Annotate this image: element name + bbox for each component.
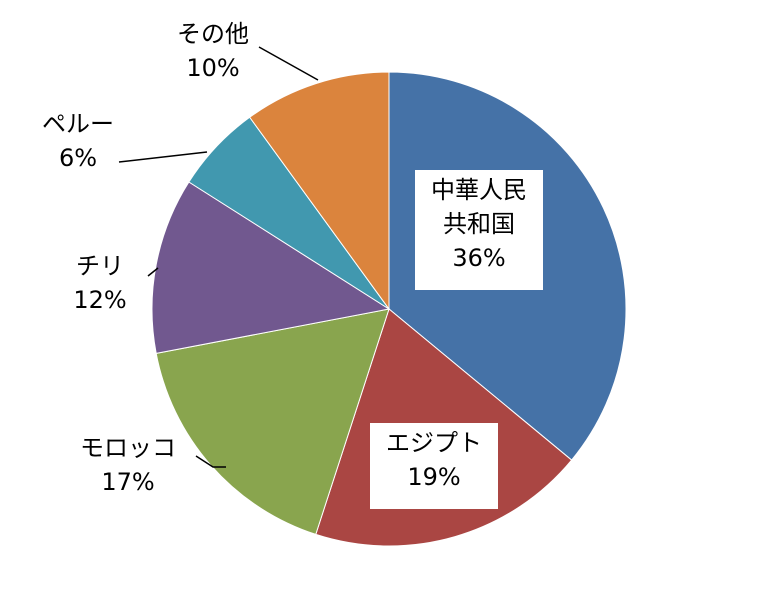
data-label-percent: 19% <box>407 463 460 491</box>
pie-slice-4 <box>151 181 391 354</box>
data-label-category: その他 <box>177 20 249 48</box>
data-label-category: ペルー <box>42 110 114 138</box>
leader-line-6 <box>258 46 319 81</box>
pie-slice-6 <box>248 71 390 311</box>
data-label-category: モロッコ <box>80 434 176 462</box>
data-label-category: 共和国 <box>443 210 515 238</box>
data-label-percent: 36% <box>452 244 505 272</box>
data-label-box <box>370 423 498 509</box>
leader-line-3 <box>195 455 226 468</box>
leader-line-4 <box>147 267 159 277</box>
data-label-percent: 10% <box>186 54 239 82</box>
data-label-box <box>415 170 543 290</box>
data-label-2: エジプト 19% <box>370 423 498 509</box>
leader-lines <box>118 46 319 468</box>
data-label-percent: 17% <box>101 468 154 496</box>
data-label-5: ペルー 6% <box>42 110 114 172</box>
data-label-category: 中華人民 <box>431 176 527 204</box>
data-label-3: モロッコ 17% <box>80 434 176 496</box>
data-label-category: エジプト <box>386 429 482 457</box>
data-label-4: チリ 12% <box>73 252 126 314</box>
leader-line-5 <box>118 151 208 163</box>
data-label-category: チリ <box>76 252 124 280</box>
data-label-6: その他 10% <box>177 20 249 82</box>
data-label-percent: 6% <box>59 144 97 172</box>
data-label-percent: 12% <box>73 286 126 314</box>
